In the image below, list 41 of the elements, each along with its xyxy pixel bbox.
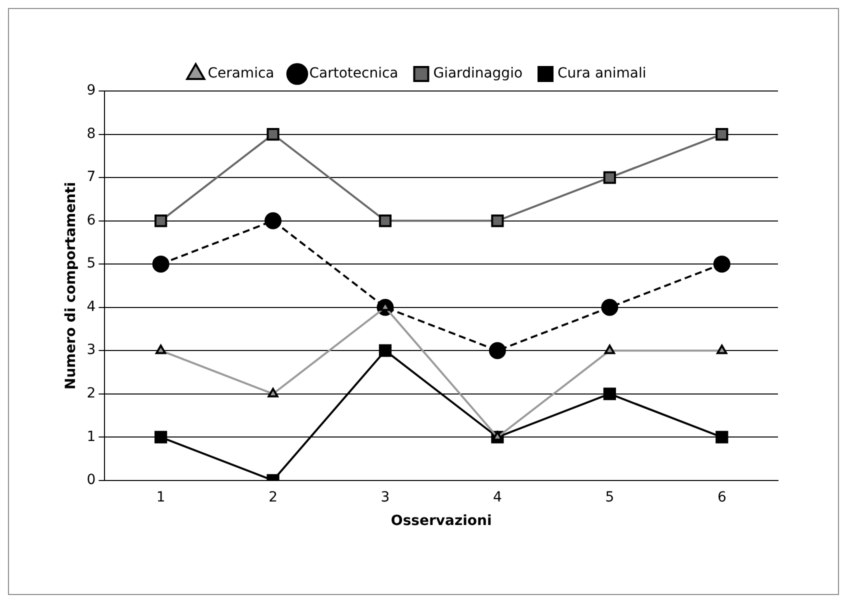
y-tick-label: 8: [86, 126, 96, 142]
point: [713, 256, 730, 273]
point: [716, 430, 728, 444]
point: [264, 212, 282, 230]
x-tick-label: 1: [156, 489, 166, 506]
y-tick-label: 7: [86, 169, 96, 186]
x-tick-label: 2: [268, 489, 278, 506]
point: [154, 430, 168, 444]
point: [716, 128, 728, 141]
point: [268, 388, 278, 398]
x-tick-label: 6: [717, 489, 726, 506]
x-axis-title: Osservazioni: [390, 513, 492, 530]
y-tick-label: 4: [86, 298, 96, 315]
point: [154, 214, 168, 228]
x-tick-label: 5: [605, 489, 614, 506]
point: [152, 256, 170, 273]
legend-label: Cura animali: [558, 66, 646, 82]
point: [603, 171, 616, 184]
point: [378, 344, 392, 357]
y-tick-label: 2: [86, 386, 96, 402]
y-tick-label: 9: [86, 82, 96, 99]
point: [601, 298, 618, 316]
point: [604, 344, 616, 354]
point: [155, 344, 166, 354]
point: [378, 214, 392, 228]
point: [488, 342, 506, 360]
legend-label: Ceramica: [208, 66, 274, 82]
point: [266, 128, 280, 141]
x-tick-label: 3: [380, 489, 390, 506]
point: [603, 388, 616, 400]
y-tick-label: 0: [86, 472, 96, 488]
y-tick-label: 6: [86, 212, 96, 228]
y-axis-title: Numero di comportamenti: [63, 182, 80, 390]
legend-label: Cartotecnica: [309, 66, 398, 82]
x-tick-label: 4: [493, 489, 502, 506]
y-tick-label: 1: [86, 428, 96, 445]
point: [491, 214, 504, 228]
legend-label: Giardinaggio: [433, 66, 523, 82]
y-tick-label: 5: [86, 256, 96, 272]
y-tick-label: 3: [86, 342, 96, 358]
point: [716, 344, 728, 354]
